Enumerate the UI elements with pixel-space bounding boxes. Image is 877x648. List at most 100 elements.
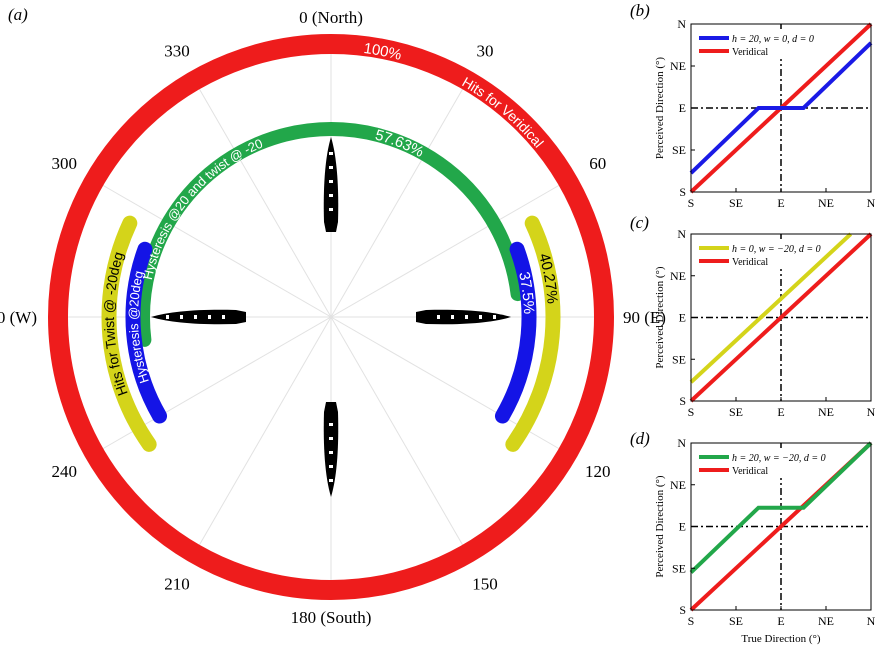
twist-percent-label: 40.27%	[535, 252, 561, 305]
twist-percent-label-path: 40.27%	[535, 252, 561, 305]
x-tick-label: E	[777, 405, 784, 419]
polar-gridline	[198, 87, 464, 547]
x-tick-label: E	[777, 614, 784, 628]
y-tick-label: SE	[672, 352, 686, 366]
x-tick-label: NE	[818, 614, 834, 628]
x-tick-label: SE	[729, 405, 743, 419]
ship-icon-south-hull	[323, 402, 339, 497]
hysteresis-twist-percent-label: 57.63%	[373, 127, 426, 161]
x-tick-label: SE	[729, 614, 743, 628]
compass-label-90: 90 (E)	[623, 308, 666, 327]
panel-label-c: (c)	[630, 213, 649, 232]
legend-box	[697, 239, 810, 269]
ship-icon-west-deck-mark	[166, 315, 169, 319]
compass-label-120: 120	[585, 462, 611, 481]
arc-hysteresis	[125, 241, 168, 424]
legend-label: Veridical	[732, 466, 768, 477]
hysteresis-percent-label: 37.5%	[515, 270, 537, 314]
ship-icon-west-deck-mark	[222, 315, 225, 319]
legend-label: h = 0, w = −20, d = 0	[732, 244, 821, 255]
hysteresis-twist-arc-label-path: Hysteresis @20 and twist @ -20	[140, 136, 265, 281]
ship-icon-north-hull	[323, 137, 339, 232]
y-tick-label: NE	[670, 59, 686, 73]
series-line	[689, 232, 853, 384]
y-tick-label: S	[679, 603, 686, 617]
y-axis-label: Perceived Direction (°)	[654, 266, 666, 368]
y-tick-label: E	[679, 311, 686, 325]
arc-twist	[505, 215, 561, 452]
ship-icon-east-deck-mark	[451, 315, 454, 319]
hysteresis-twist-arc-label: Hysteresis @20 and twist @ -20	[140, 136, 265, 281]
y-tick-label: S	[679, 394, 686, 408]
arc-hysteresis	[494, 241, 537, 424]
hysteresis-percent-label-path: 37.5%	[515, 270, 537, 314]
ship-icon-west-hull	[151, 309, 246, 325]
y-tick-label: N	[677, 436, 686, 450]
ship-icon-south-deck-mark	[329, 465, 333, 468]
ship-icon-north-deck-mark	[329, 194, 333, 197]
legend-box	[697, 29, 810, 59]
arc-veridical	[48, 34, 614, 600]
compass-label-60: 60	[589, 154, 606, 173]
ship-icon-east-deck-mark	[465, 315, 468, 319]
arc-twist	[101, 215, 157, 452]
x-tick-label: N	[867, 614, 876, 628]
ship-icon-north	[323, 137, 339, 232]
veridical-arc-label: Hits for Veridical	[460, 74, 547, 151]
polar-chart: 100% Hits for Veridical Hysteresis @20 and…	[0, 8, 666, 627]
line-panel-0: S SE E NE N S SE E NE N Perceived Direction (°) h =…	[654, 17, 876, 210]
series-line	[689, 441, 873, 574]
compass-label-150: 150	[472, 575, 498, 594]
legend-box	[697, 448, 810, 478]
x-tick-label: S	[688, 614, 695, 628]
panel-label-a: (a)	[8, 5, 28, 24]
legend-label: h = 20, w = −20, d = 0	[732, 453, 826, 464]
x-tick-label: S	[688, 196, 695, 210]
x-tick-label: S	[688, 405, 695, 419]
y-tick-label: E	[679, 101, 686, 115]
x-tick-label: N	[867, 196, 876, 210]
compass-label-270: 270 (W)	[0, 308, 37, 327]
line-panel-2: S SE E NE N S SE E NE N Perceived Direction (°) Tru…	[654, 436, 876, 645]
veridical-arc-label-path: Hits for Veridical	[460, 74, 547, 151]
ship-icon-south-deck-mark	[329, 423, 333, 426]
hysteresis-twist-percent-label-path: 57.63%	[373, 127, 426, 161]
x-tick-label: N	[867, 405, 876, 419]
legend-label: Veridical	[732, 257, 768, 268]
ship-icon-north-deck-mark	[329, 208, 333, 211]
compass-label-240: 240	[52, 462, 78, 481]
x-tick-label: NE	[818, 405, 834, 419]
y-tick-label: SE	[672, 143, 686, 157]
ship-icon-north-deck-mark	[329, 166, 333, 169]
panel-label-b: (b)	[630, 1, 650, 20]
y-tick-label: S	[679, 185, 686, 199]
x-axis-label: True Direction (°)	[741, 633, 820, 645]
veridical-percent-label: 100%	[363, 40, 404, 64]
compass-label-30: 30	[477, 41, 494, 60]
y-tick-label: E	[679, 520, 686, 534]
ship-icon-east-deck-mark	[479, 315, 482, 319]
ship-icon-south	[323, 402, 339, 497]
ship-icon-west	[151, 309, 246, 325]
veridical-percent-label-path: 100%	[363, 40, 404, 64]
x-tick-label: E	[777, 196, 784, 210]
ship-icon-south-deck-mark	[329, 437, 333, 440]
y-tick-label: NE	[670, 478, 686, 492]
ship-icon-north-deck-mark	[329, 152, 333, 155]
y-tick-label: N	[677, 227, 686, 241]
compass-label-180: 180 (South)	[291, 608, 372, 627]
line-panel-1: S SE E NE N S SE E NE N Perceived Direction (°) h =…	[654, 227, 876, 419]
x-tick-label: NE	[818, 196, 834, 210]
ship-icon-west-deck-mark	[194, 315, 197, 319]
ship-icon-south-deck-mark	[329, 479, 333, 482]
ship-icon-east-hull	[416, 309, 511, 325]
ship-icon-west-deck-mark	[208, 315, 211, 319]
compass-label-0: 0 (North)	[299, 8, 363, 27]
compass-label-210: 210	[164, 575, 190, 594]
ship-icon-east	[416, 309, 511, 325]
y-tick-label: N	[677, 17, 686, 31]
x-tick-label: SE	[729, 196, 743, 210]
ship-icon-north-deck-mark	[329, 180, 333, 183]
